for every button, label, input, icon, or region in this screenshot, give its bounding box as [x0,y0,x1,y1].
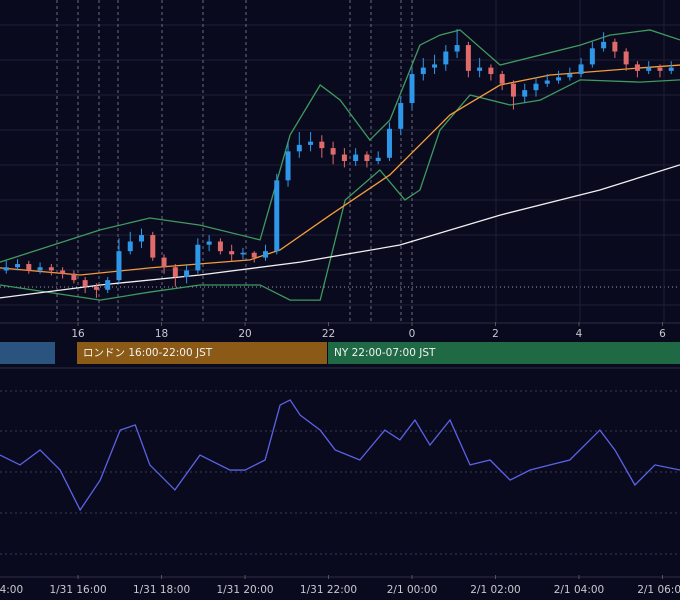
candle-body [510,83,516,97]
candle-body [296,144,302,152]
candle-body [217,241,223,252]
candle-body [646,67,652,71]
candle-body [60,270,66,274]
candle-body [556,77,562,81]
candle-body [589,48,595,65]
price-grid [0,24,680,306]
candle-body [420,67,426,75]
candle-body [443,51,449,65]
tokyo-session [0,342,55,364]
candle-body [499,74,505,84]
candle-body [375,157,381,161]
candle-body [150,235,156,258]
candle-body [15,264,21,268]
candle-body [262,251,268,258]
x-tick-label: 2/1 00:00 [387,584,438,596]
line [0,164,680,299]
candle-body [48,267,54,271]
candle-body [26,264,32,271]
candle-body [341,154,347,161]
candle-body [229,251,235,255]
line [0,79,680,301]
session-label: ロンドン 16:00-22:00 JST [83,347,213,359]
candle-body [195,244,201,271]
candle-body [127,241,133,252]
x-tick-label: 1/31 22:00 [300,584,357,596]
london-session [77,342,327,364]
candle-body [465,45,471,71]
x-tick-label: 1/31 20:00 [216,584,273,596]
candle-body [533,83,539,91]
candle-body [601,41,607,49]
candle-body [206,241,212,245]
candle-body [578,64,584,75]
candle-body [432,64,438,68]
line [0,64,680,276]
candle-body [116,251,122,281]
x-tick-label: 18 [155,328,168,340]
x-tick-label: 1/31 16:00 [49,584,106,596]
x-tick-label: 2/1 04:00 [554,584,605,596]
candle-body [139,235,145,242]
session-dividers [56,0,665,322]
session-label: NY 22:00-07:00 JST [334,347,436,359]
candle-body [364,154,370,161]
candle-body [240,252,246,255]
candle-body [398,103,404,129]
x-tick-label: 2/1 02:00 [470,584,521,596]
candle-body [37,267,43,271]
candle-body [319,141,325,149]
candle-body [308,141,314,145]
candle-body [353,154,359,161]
x-tick-label: 6 [659,328,666,340]
x-tick-label: 2 [492,328,499,340]
candle-body [634,64,640,71]
candle-body [657,67,663,71]
ny-session [328,342,680,364]
x-tick-label: 1/31 18:00 [133,584,190,596]
candle-body [274,180,280,252]
candle-body [386,128,392,158]
candle-body [251,252,257,258]
candle-body [623,51,629,65]
candle-body [668,67,674,71]
x-tick-label: 2/1 06:00 [637,584,680,596]
candle-body [184,270,190,277]
candle-body [330,148,336,155]
candle-body [454,45,460,52]
candle-body [105,280,111,290]
candle-body [172,267,178,277]
candle-body [544,80,550,84]
x-tick-label: 22 [322,328,335,340]
candle-body [3,267,9,271]
candle-body [477,67,483,71]
candle-body [161,257,167,268]
candle-body [522,90,528,97]
x-tick-label: 1/31 14:00 [0,584,23,596]
candle-body [285,151,291,181]
candle-body [567,74,573,78]
rsi-grid [0,390,680,555]
candle-body [409,74,415,104]
candle-body [488,67,494,75]
line [0,399,680,512]
candle-body [82,280,88,287]
x-tick-label: 0 [409,328,416,340]
candle-body [612,41,618,52]
x-tick-label: 16 [71,328,85,340]
candle-body [93,286,99,290]
line [0,29,680,263]
candle-body [71,273,77,281]
x-tick-label: 4 [576,328,583,340]
x-tick-label: 20 [238,328,251,340]
